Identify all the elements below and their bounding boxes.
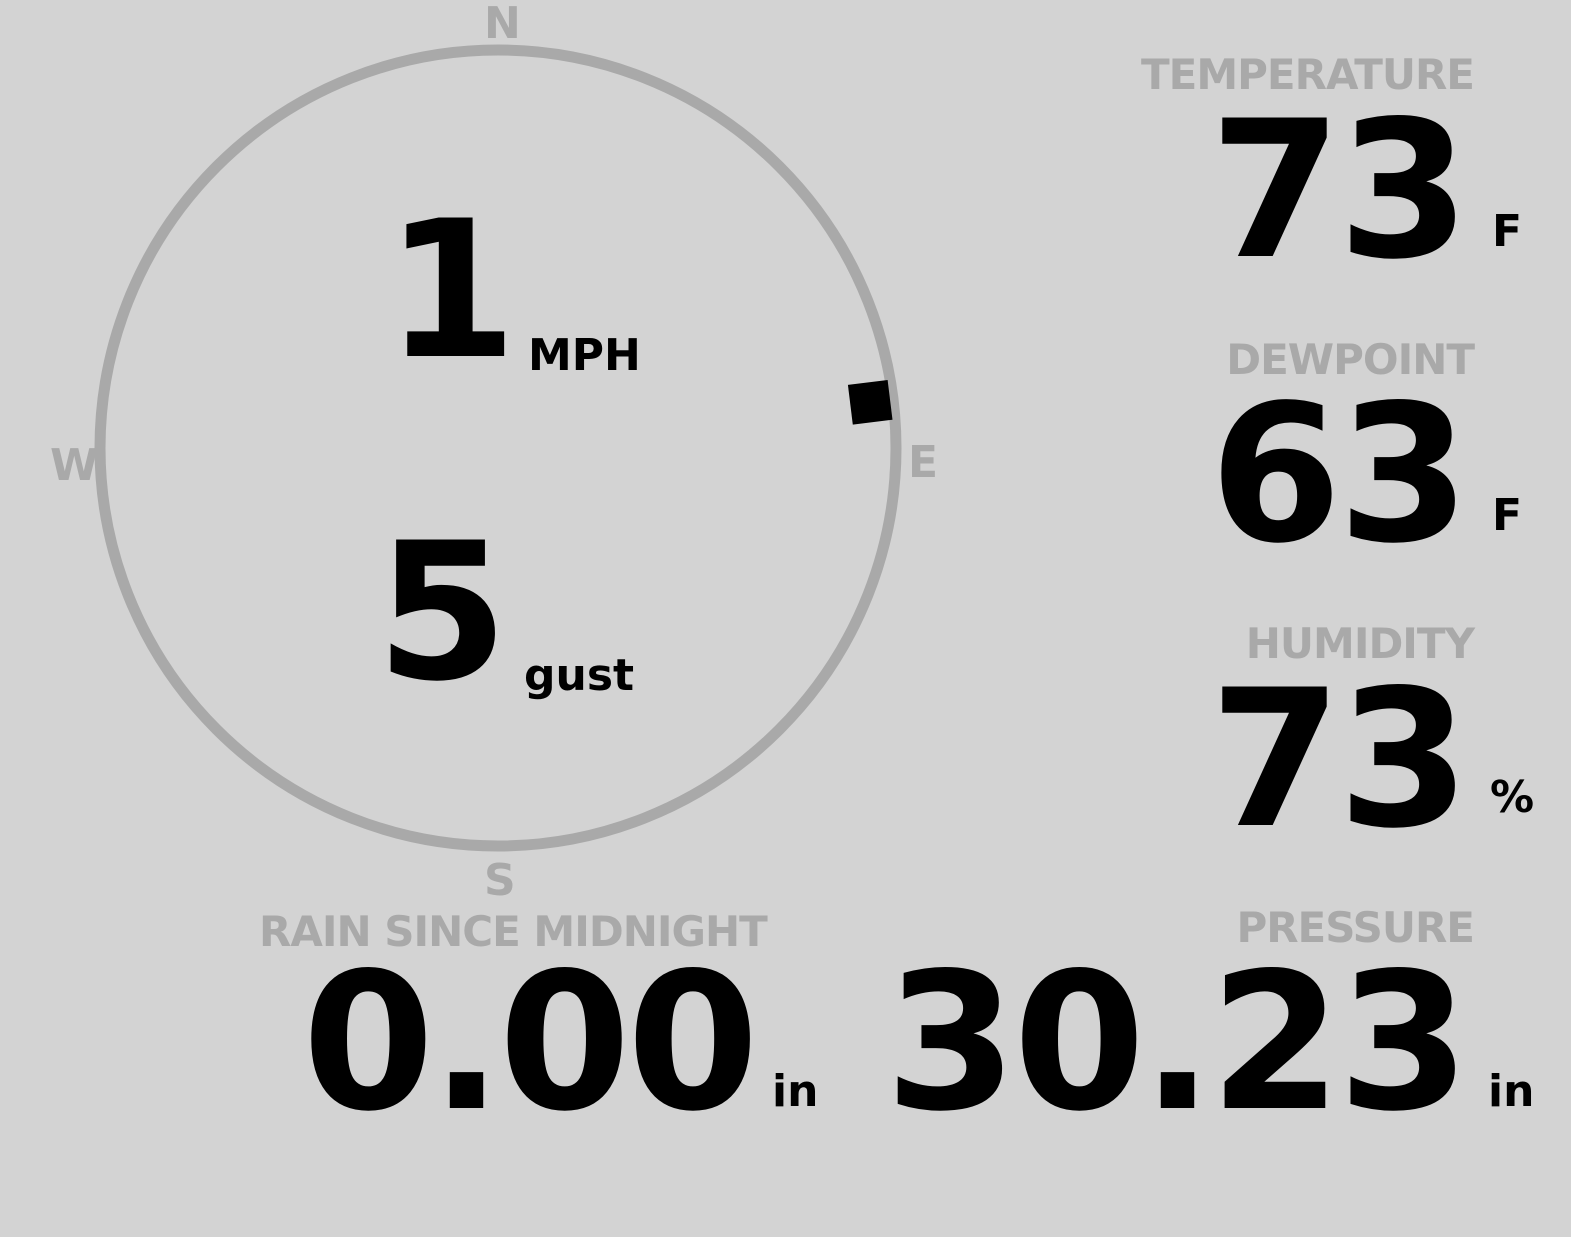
wind-direction-marker (847, 380, 893, 425)
temperature-unit: F (1492, 206, 1523, 257)
wind-speed-value: 1 (385, 180, 517, 401)
temperature-label: TEMPERATURE (1141, 50, 1475, 99)
wind-speed-unit: MPH (528, 330, 641, 381)
humidity-label: HUMIDITY (1245, 619, 1475, 668)
dewpoint-label: DEWPOINT (1226, 335, 1475, 384)
pressure-unit: in (1488, 1066, 1535, 1117)
compass-ring (94, 44, 902, 852)
humidity-unit: % (1490, 772, 1535, 823)
compass-west: W (50, 440, 99, 491)
rain-value: 0.00 (302, 932, 759, 1153)
dewpoint-value: 63 (1209, 364, 1470, 585)
rain-label: RAIN SINCE MIDNIGHT (259, 907, 768, 956)
rain-unit: in (772, 1066, 819, 1117)
compass-east: E (908, 437, 939, 488)
wind-gust-value: 5 (376, 502, 508, 723)
compass-north: N (484, 0, 521, 49)
pressure-value: 30.23 (885, 932, 1470, 1153)
humidity-value: 73 (1209, 649, 1470, 870)
compass-south: S (484, 855, 516, 906)
temperature-value: 73 (1209, 80, 1470, 301)
dewpoint-unit: F (1492, 490, 1523, 541)
wind-gust-label: gust (524, 650, 635, 701)
pressure-label: PRESSURE (1236, 903, 1475, 952)
